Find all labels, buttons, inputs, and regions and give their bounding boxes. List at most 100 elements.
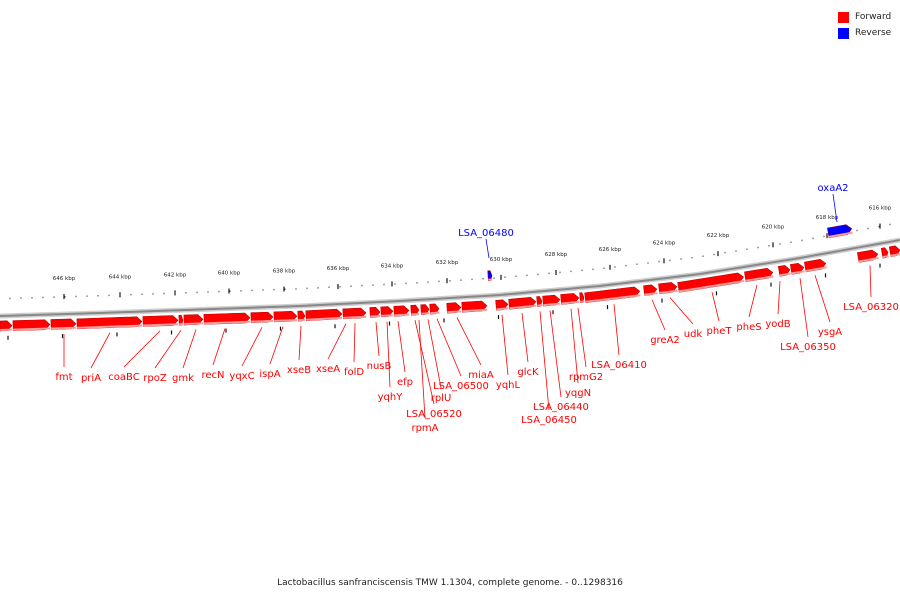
forward-gene-arrow	[744, 267, 774, 283]
tick-label: 640 kbp	[218, 270, 241, 276]
reverse-gene-arrow	[827, 224, 853, 239]
gene-arrow-shade	[580, 300, 585, 303]
gene-arrow-shade	[828, 231, 853, 238]
legend: Forward Reverse	[838, 9, 891, 41]
forward-gene-arrow	[297, 310, 306, 322]
gene-label-rpoz: rpoZ	[143, 373, 167, 384]
forward-gene-arrow	[342, 307, 367, 320]
gene-label-xseb: xseB	[287, 365, 311, 376]
gene-arrow-shade	[659, 289, 678, 294]
gene-leader-line	[418, 319, 426, 419]
gene-leader-line	[154, 329, 182, 369]
forward-gene-arrow	[305, 308, 343, 321]
gene-label-lsa_06350: LSA_06350	[780, 342, 836, 353]
gene-leader-line	[327, 323, 347, 360]
gene-leader-line	[456, 317, 482, 366]
gene-label-efp: efp	[397, 377, 413, 388]
tick-label: 618 kbp	[816, 215, 839, 221]
gene-leader-line	[539, 311, 550, 411]
tick-label: 642 kbp	[164, 272, 187, 278]
gene-label-udk: udk	[684, 329, 703, 340]
gene-leader-line	[613, 304, 620, 356]
gene-leader-line	[436, 318, 462, 377]
forward-gene-arrow	[584, 286, 641, 304]
gene-arrow-body	[584, 286, 641, 304]
gene-label-yodb: yodB	[765, 319, 790, 330]
gene-leader-line	[212, 328, 226, 366]
gene-label-pria: priA	[81, 373, 101, 384]
gene-label-gmk: gmk	[172, 373, 194, 384]
gene-label-lsa_06440: LSA_06440	[533, 402, 589, 413]
gene-label-xsea: xseA	[316, 364, 340, 375]
tick-label: 634 kbp	[381, 263, 404, 269]
gene-label-oxaa2: oxaA2	[817, 183, 848, 194]
gene-label-fmt: fmt	[55, 372, 72, 383]
tick-label: 638 kbp	[273, 269, 296, 275]
gene-label-lsa_06320: LSA_06320	[843, 302, 899, 313]
tick-label: 630 kbp	[490, 257, 513, 263]
gene-leader-line	[123, 330, 161, 368]
gene-leader-line	[777, 281, 781, 315]
tick-label: 626 kbp	[599, 247, 622, 253]
gene-leader-line	[549, 310, 562, 398]
gene-arrow-shade	[644, 292, 658, 296]
forward-gene-arrow	[380, 306, 394, 318]
legend-label-forward: Forward	[855, 12, 892, 22]
forward-gene-arrow	[542, 294, 561, 307]
gene-leader-line	[90, 332, 111, 369]
forward-gene-arrow	[803, 259, 827, 273]
tick-label: 644 kbp	[109, 274, 132, 280]
gene-leader-line	[799, 277, 809, 338]
forward-gene-arrow	[142, 315, 179, 327]
gene-arrow-shade	[488, 278, 493, 281]
gene-arrow-shade	[890, 252, 900, 257]
gene-arrow-shade	[411, 312, 420, 316]
gene-label-lsa_06480: LSA_06480	[458, 228, 514, 239]
legend-swatch-forward	[838, 11, 849, 23]
backbone-line	[0, 239, 900, 317]
forward-gene-arrow	[677, 272, 745, 293]
forward-gene-arrow	[560, 293, 580, 305]
gene-layer	[0, 224, 900, 332]
gene-leader-line	[501, 314, 509, 376]
gene-label-yqxc: yqxC	[229, 371, 254, 382]
forward-gene-arrow	[495, 299, 509, 311]
gene-leader-line	[814, 275, 831, 323]
gene-arrow-shade	[204, 320, 251, 325]
tick-label: 646 kbp	[53, 276, 76, 282]
gene-arrow-shade	[678, 279, 745, 293]
gene-leader-line	[241, 327, 263, 367]
gene-leader-line	[182, 329, 197, 369]
gene-label-grea2: greA2	[650, 335, 680, 346]
gene-leader-line	[577, 307, 587, 368]
gene-arrow-shade	[381, 314, 394, 317]
gene-leader-line	[869, 265, 872, 298]
gene-label-coabc: coaBC	[108, 372, 139, 383]
gene-label-lsa_06410: LSA_06410	[591, 360, 647, 371]
forward-gene-arrow	[658, 282, 678, 295]
forward-gene-arrow	[273, 311, 298, 323]
gene-arrow-shade	[543, 302, 561, 307]
gene-label-miaa: miaA	[468, 370, 494, 381]
gene-arrow-shade	[462, 308, 488, 313]
gene-label-ysga: ysgA	[818, 327, 842, 338]
reverse-gene-arrow	[487, 270, 493, 281]
gene-label-fold: folD	[344, 367, 364, 378]
gene-arrow-body	[677, 272, 744, 293]
forward-gene-arrow	[183, 314, 204, 326]
gene-label-phes: pheS	[736, 322, 761, 333]
gene-leader-line	[427, 319, 442, 389]
gene-arrow-shade	[0, 328, 13, 331]
gene-leader-line	[570, 308, 579, 384]
gene-arrow-shade	[251, 319, 274, 323]
forward-gene-arrow	[178, 314, 184, 326]
gene-arrow-shade	[51, 326, 77, 330]
gene-arrow-shade	[882, 255, 889, 259]
gene-label-recn: recN	[201, 370, 224, 381]
gene-arrow-shade	[585, 294, 641, 303]
gene-arrow-shade	[298, 318, 306, 322]
gene-arrow-shade	[447, 310, 462, 314]
gene-arrow-body	[487, 270, 493, 281]
tick-label: 628 kbp	[545, 252, 568, 258]
gene-label-glck: glcK	[517, 367, 539, 378]
